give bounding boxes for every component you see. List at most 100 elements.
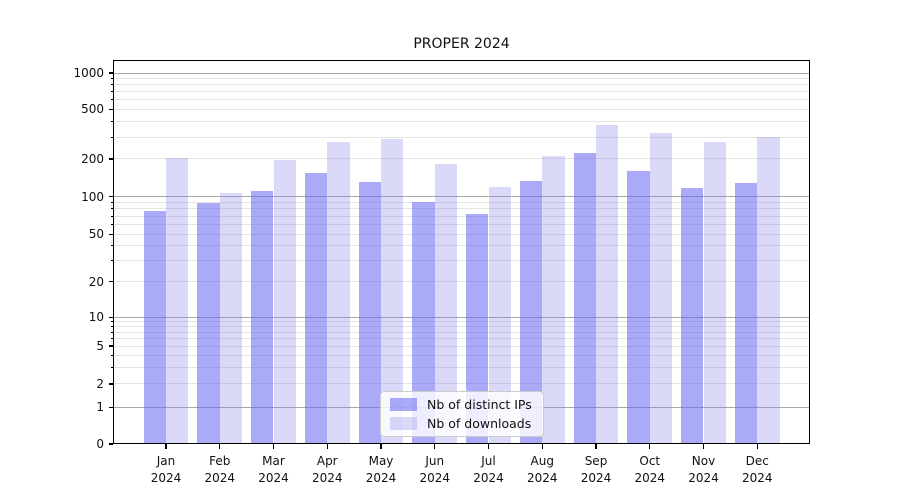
- x-tick-label: Apr 2024: [297, 453, 357, 486]
- bar-distinct-ips: [304, 172, 328, 444]
- minor-gridline: [113, 337, 810, 339]
- y-tick: [108, 72, 113, 74]
- bar-distinct-ips: [466, 213, 489, 444]
- x-tick-label-month: Mar: [262, 454, 285, 468]
- bar-downloads: [166, 158, 189, 444]
- legend-swatch-distinct-ips: [390, 398, 417, 411]
- minor-gridline: [113, 120, 810, 122]
- x-tick-label-year: 2024: [204, 470, 236, 485]
- y-minor-tick: [110, 78, 113, 79]
- y-tick: [108, 316, 113, 318]
- x-tick: [380, 444, 382, 449]
- x-tick: [649, 444, 651, 449]
- y-minor-tick: [110, 338, 113, 339]
- x-tick-label-month: Apr: [316, 454, 338, 468]
- x-tick-label-month: Sep: [584, 454, 608, 468]
- bar-distinct-ips: [627, 170, 650, 444]
- x-tick-label: Feb 2024: [190, 453, 250, 486]
- x-tick-label: Mar 2024: [244, 453, 304, 486]
- x-tick-label-month: Oct: [639, 454, 661, 468]
- bar-distinct-ips: [681, 187, 704, 444]
- minor-gridline: [113, 136, 810, 138]
- y-tick: [108, 196, 113, 198]
- y-tick: [108, 108, 113, 110]
- bar-distinct-ips: [143, 210, 166, 444]
- bar-downloads: [757, 137, 780, 444]
- x-tick-label: Oct 2024: [620, 453, 680, 486]
- bar-distinct-ips: [734, 183, 758, 444]
- minor-gridline: [113, 208, 810, 210]
- x-tick-label: Nov 2024: [674, 453, 734, 486]
- minor-gridline: [113, 321, 810, 323]
- y-tick-label: 2: [96, 376, 104, 391]
- y-minor-tick: [110, 99, 113, 101]
- minor-gridline: [113, 99, 810, 101]
- x-tick-label-month: Feb: [209, 454, 231, 468]
- legend-label-downloads: Nb of downloads: [427, 416, 532, 431]
- y-minor-tick: [110, 354, 113, 356]
- x-tick-label-year: 2024: [634, 470, 666, 485]
- minor-gridline: [113, 366, 810, 368]
- x-tick-label-year: 2024: [580, 470, 612, 485]
- y-tick: [108, 406, 113, 408]
- x-tick-label-month: Jun: [425, 454, 445, 468]
- bar-distinct-ips: [251, 190, 274, 444]
- bar-downloads: [542, 156, 565, 444]
- x-tick-label: Dec 2024: [727, 453, 787, 486]
- y-tick-label: 500: [81, 102, 104, 117]
- major-gridline: [113, 196, 810, 198]
- legend-label-distinct-ips: Nb of distinct IPs: [427, 397, 532, 412]
- x-tick-label: Sep 2024: [566, 453, 626, 486]
- bar-downloads: [273, 160, 296, 444]
- bar-distinct-ips: [197, 203, 220, 444]
- minor-gridline: [113, 331, 810, 333]
- minor-gridline: [113, 158, 810, 160]
- bar-downloads: [649, 133, 673, 444]
- x-tick-label-year: 2024: [526, 470, 558, 485]
- y-minor-tick: [110, 215, 113, 217]
- x-tick-label: Jul 2024: [459, 453, 519, 486]
- chart-title: PROPER 2024: [413, 36, 510, 52]
- y-minor-tick: [110, 208, 113, 210]
- y-tick: [108, 345, 113, 347]
- x-tick-label-year: 2024: [365, 470, 397, 485]
- y-tick-label: 1: [96, 400, 104, 415]
- legend-row-distinct-ips: Nb of distinct IPs: [390, 397, 534, 412]
- minor-gridline: [113, 91, 810, 93]
- y-minor-tick: [110, 121, 113, 122]
- y-tick-label: 10: [88, 310, 104, 325]
- y-tick-label: 5: [96, 339, 104, 353]
- bar-downloads: [703, 141, 726, 444]
- x-tick-label-year: 2024: [741, 470, 773, 485]
- y-tick: [108, 443, 113, 445]
- x-tick: [595, 444, 597, 449]
- y-minor-tick: [110, 84, 113, 86]
- minor-gridline: [113, 245, 810, 247]
- minor-gridline: [113, 345, 810, 347]
- x-tick: [541, 444, 543, 449]
- y-tick-label: 50: [88, 227, 104, 242]
- x-tick: [219, 444, 221, 449]
- major-gridline: [113, 316, 810, 318]
- x-tick-label-year: 2024: [688, 470, 719, 485]
- x-tick-label-year: 2024: [150, 470, 182, 485]
- y-tick: [108, 233, 113, 235]
- x-tick-label-month: Aug: [530, 454, 554, 468]
- x-tick: [165, 444, 167, 449]
- y-tick-label: 100: [81, 189, 104, 204]
- y-minor-tick: [110, 366, 113, 368]
- minor-gridline: [113, 326, 810, 328]
- minor-gridline: [113, 108, 810, 110]
- major-gridline: [113, 72, 810, 74]
- bar-downloads: [596, 124, 619, 444]
- bar-distinct-ips: [519, 180, 543, 444]
- x-tick-label-year: 2024: [258, 470, 289, 485]
- bar-distinct-ips: [573, 153, 596, 444]
- minor-gridline: [113, 383, 810, 385]
- y-tick: [108, 383, 113, 385]
- y-minor-tick: [110, 224, 113, 225]
- y-tick-label: 0: [96, 437, 104, 451]
- legend-swatch-downloads: [390, 417, 417, 430]
- bar-distinct-ips: [358, 181, 381, 444]
